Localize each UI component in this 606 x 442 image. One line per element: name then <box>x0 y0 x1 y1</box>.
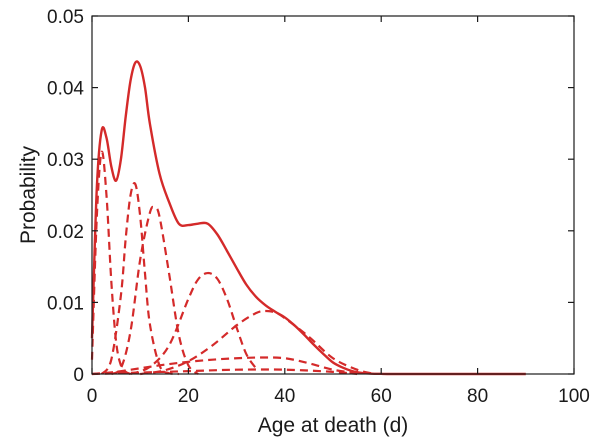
x-tick-label: 0 <box>87 386 98 407</box>
axis-ticks: 0 20 40 60 80 100 0 0.01 0.02 0.03 0.04 0.05 <box>47 7 590 407</box>
x-tick-label: 100 <box>558 386 590 407</box>
x-tick-label: 60 <box>371 386 392 407</box>
x-tick-label: 80 <box>467 386 488 407</box>
x-tick-label: 20 <box>178 386 199 407</box>
component-line-3 <box>110 205 199 376</box>
y-tick-label: 0.04 <box>47 79 84 100</box>
series-lines <box>90 60 526 376</box>
axes-box <box>91 15 575 375</box>
component-line-4 <box>130 271 257 376</box>
y-tick-label: 0.03 <box>47 150 84 171</box>
x-axis-label: Age at death (d) <box>258 414 409 437</box>
x-tick-label: 40 <box>274 386 295 407</box>
component-line-6 <box>91 356 358 376</box>
component-line-5 <box>140 309 372 376</box>
y-tick-label: 0.02 <box>47 222 84 243</box>
component-line-7 <box>91 368 358 376</box>
y-tick-label: 0 <box>73 365 84 386</box>
y-tick-label: 0.05 <box>47 7 84 28</box>
component-line-1 <box>90 150 132 376</box>
component-line-2 <box>100 182 179 376</box>
y-tick-label: 0.01 <box>47 293 84 314</box>
total-probability-line <box>90 60 526 376</box>
y-axis-label: Probability <box>17 145 40 244</box>
